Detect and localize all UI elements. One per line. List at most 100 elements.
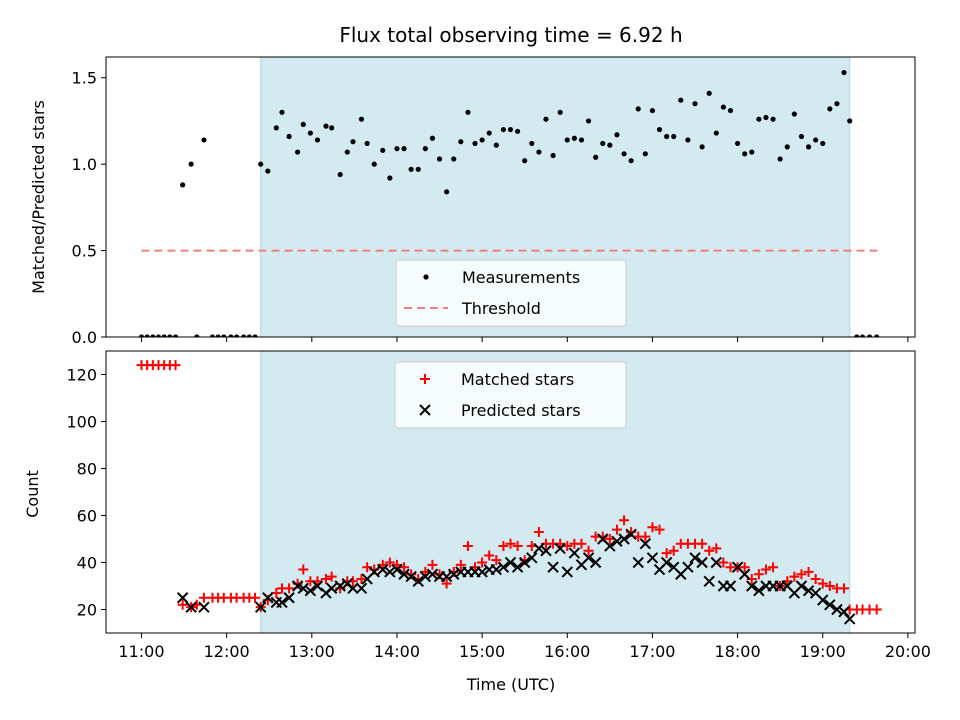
matched-star-point xyxy=(640,531,651,542)
measurement-point xyxy=(671,133,677,140)
measurement-point xyxy=(607,142,613,148)
matched-star-point xyxy=(871,604,882,615)
measurement-point xyxy=(479,137,485,143)
measurement-point xyxy=(188,161,194,167)
measurement-point xyxy=(756,116,762,122)
measurement-point xyxy=(543,116,549,122)
measurement-point xyxy=(486,130,492,136)
matched-star-point xyxy=(647,522,658,533)
x-tick-label: 14:00 xyxy=(374,642,420,661)
predicted-star-point xyxy=(611,535,623,548)
measurement-point xyxy=(201,137,207,143)
matched-star-point xyxy=(462,541,473,552)
predicted-star-point xyxy=(689,552,701,564)
matched-star-point xyxy=(284,583,295,594)
x-tick-label: 15:00 xyxy=(459,642,505,661)
matched-star-point xyxy=(824,581,835,591)
predicted-star-point xyxy=(419,570,432,583)
predicted-star-point xyxy=(844,613,856,625)
predicted-star-point xyxy=(540,545,552,557)
measurement-point xyxy=(246,334,252,337)
measurement-point xyxy=(678,97,684,103)
predicted-star-point xyxy=(738,568,751,580)
predicted-star-point xyxy=(398,568,410,580)
predicted-star-point xyxy=(639,537,652,550)
x-tick-label: 19:00 xyxy=(800,642,846,661)
measurement-point xyxy=(777,156,783,162)
measurement-point xyxy=(742,151,748,157)
axes-frame xyxy=(105,350,916,634)
measurement-point xyxy=(514,128,521,134)
measurement-point xyxy=(841,69,847,76)
measurement-point xyxy=(649,107,656,114)
measurement-point xyxy=(144,334,150,337)
measurement-point xyxy=(564,137,570,143)
measurement-point xyxy=(194,334,200,337)
measurement-point xyxy=(300,121,306,128)
predicted-star-point xyxy=(561,566,573,578)
measurement-point xyxy=(180,182,186,188)
matched-star-point xyxy=(505,538,516,549)
predicted-star-point xyxy=(325,582,338,595)
predicted-star-point xyxy=(405,570,417,583)
matched-star-point xyxy=(810,573,821,584)
measurement-point xyxy=(286,133,292,140)
measurement-point xyxy=(350,139,356,145)
y-tick-label: 80 xyxy=(77,460,97,479)
matched-star-point xyxy=(170,360,181,371)
measurement-point xyxy=(221,334,227,337)
predicted-star-point xyxy=(334,580,346,592)
measurement-point xyxy=(866,334,873,337)
predicted-star-point xyxy=(347,582,359,595)
measurement-point xyxy=(727,107,734,114)
y-tick-label: 60 xyxy=(77,507,97,526)
predicted-star-point xyxy=(276,596,288,609)
matched-star-point xyxy=(796,569,807,580)
measurement-point xyxy=(720,104,726,110)
predicted-star-point xyxy=(504,556,517,569)
measurement-point xyxy=(380,147,386,153)
measurement-point xyxy=(635,106,641,112)
predicted-star-point xyxy=(391,563,403,576)
y-tick-label: 120 xyxy=(66,366,97,385)
predicted-star-point xyxy=(476,566,488,578)
matched-star-point xyxy=(320,573,331,584)
measurement-point xyxy=(371,161,377,167)
x-tick-label: 11:00 xyxy=(118,642,164,661)
measurement-point xyxy=(364,140,370,147)
matched-star-point xyxy=(250,592,261,603)
measurement-point xyxy=(600,140,606,147)
x-tick-label: 12:00 xyxy=(204,642,250,661)
measurement-point xyxy=(571,135,577,141)
bottom-panel: 11:00 12:00 13:00 14:00 15:00 16:00 17:00 18:00… xyxy=(66,350,931,661)
predicted-star-point xyxy=(703,575,715,588)
predicted-star-point xyxy=(831,603,843,616)
x-tick-label: 18:00 xyxy=(715,642,761,661)
measurement-point xyxy=(415,166,421,172)
top-panel: 0.0 0.5 1.0 1.5 Measurements Threshold xyxy=(72,56,916,347)
measurement-point xyxy=(685,137,691,143)
bottom-y-axis-label: Count xyxy=(23,470,42,518)
matched-star-point xyxy=(803,566,814,577)
measurement-point xyxy=(699,144,705,150)
matched-star-point xyxy=(198,592,209,603)
measurement-point xyxy=(522,158,528,164)
predicted-star-point xyxy=(254,601,267,613)
matched-star-point xyxy=(661,548,672,559)
predicted-star-point xyxy=(497,561,510,573)
measurement-point xyxy=(628,158,634,164)
measurement-point xyxy=(429,135,436,141)
predicted-star-point xyxy=(384,566,396,578)
measurement-point xyxy=(798,133,805,140)
measurement-point xyxy=(150,334,156,337)
measurement-point xyxy=(215,334,221,337)
legend-label: Threshold xyxy=(461,299,541,318)
measurement-point xyxy=(307,130,313,136)
measurement-point xyxy=(233,334,240,337)
y-tick-label: 100 xyxy=(66,413,97,432)
measurement-point xyxy=(228,334,234,337)
measurement-point xyxy=(834,101,840,107)
measurement-point xyxy=(337,171,343,178)
measurement-point xyxy=(557,109,563,115)
